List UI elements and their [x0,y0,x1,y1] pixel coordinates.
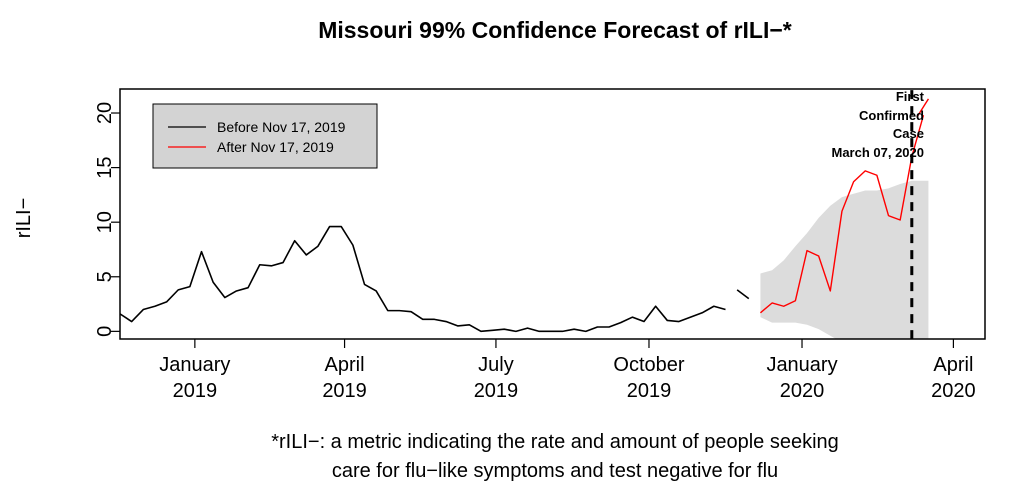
y-tick-label-0: 0 [94,326,116,337]
x-tick-label-year-5: 2020 [931,380,976,402]
y-tick-label-20: 20 [94,102,116,124]
y-tick-label-5: 5 [94,271,116,282]
x-tick-label-year-4: 2020 [780,380,825,402]
annotation-line-1: First [896,89,925,104]
y-tick-label-10: 10 [94,211,116,233]
x-tick-label-month-5: April [933,354,973,376]
legend-label-after: After Nov 17, 2019 [217,139,334,155]
x-tick-label-month-2: July [478,354,514,376]
caption-line-1: *rILI−: a metric indicating the rate and… [271,431,839,453]
x-tick-label-year-3: 2019 [627,380,672,402]
x-tick-label-month-3: October [613,354,684,376]
chart-title: Missouri 99% Confidence Forecast of rILI… [318,17,792,43]
x-tick-label-year-0: 2019 [173,380,218,402]
series-line-2 [736,289,750,300]
annotation-line-3: Case [893,126,924,141]
annotation-line-4: March 07, 2020 [831,145,924,160]
series-line-3 [759,115,925,314]
x-tick-label-month-1: April [325,354,365,376]
annotation-line-2: Confirmed [859,108,924,123]
caption-line-2: care for flu−like symptoms and test nega… [332,460,778,482]
y-tick-label-15: 15 [94,156,116,178]
annotation: First Confirmed Case March 07, 2020 [831,89,924,160]
legend-label-before: Before Nov 17, 2019 [217,119,346,135]
x-tick-label-month-4: January [766,354,837,376]
series-line-1 [119,225,726,333]
x-tick-label-year-2: 2019 [474,380,519,402]
legend: Before Nov 17, 2019 After Nov 17, 2019 [152,103,378,169]
legend-box [152,103,378,169]
series-line-4 [916,98,930,118]
confidence-band [760,180,929,339]
x-tick-label-year-1: 2019 [322,380,367,402]
y-axis-label: rILI− [13,198,35,239]
plot-layer: 0 5 10 15 20 January 2019 April 2019 July 2019 Octo… [94,88,986,402]
x-tick-label-month-0: January [159,354,230,376]
